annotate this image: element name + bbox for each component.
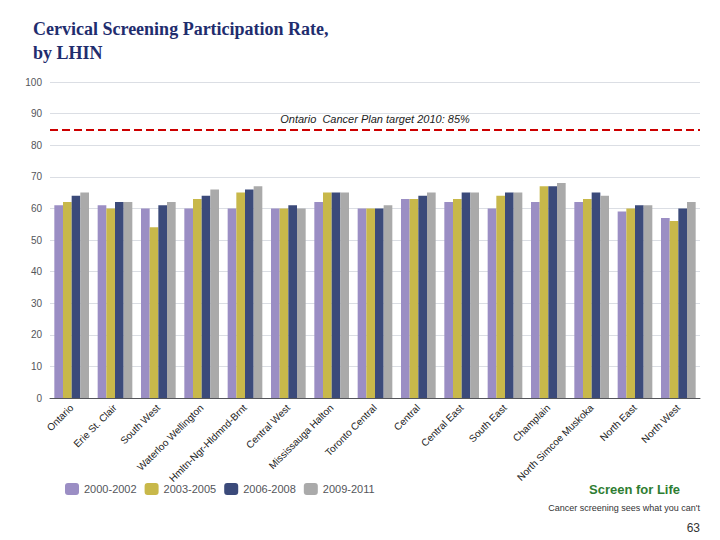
svg-text:50: 50 xyxy=(31,235,43,246)
svg-text:2006-2008: 2006-2008 xyxy=(243,483,296,495)
svg-text:by LHIN: by LHIN xyxy=(33,43,103,63)
svg-text:60: 60 xyxy=(31,203,43,214)
svg-text:North East: North East xyxy=(598,402,639,443)
svg-text:Waterloo Wellington: Waterloo Wellington xyxy=(135,402,206,473)
svg-text:Central West: Central West xyxy=(244,402,293,451)
svg-text:40: 40 xyxy=(31,266,43,277)
svg-text:70: 70 xyxy=(31,171,43,182)
svg-text:Cancer screening sees what you: Cancer screening sees what you can't xyxy=(548,503,700,513)
svg-text:10: 10 xyxy=(31,361,43,372)
svg-text:2009-2011: 2009-2011 xyxy=(323,483,375,495)
svg-text:Hmltn-Ngr-Hldmnd-Brnt: Hmltn-Ngr-Hldmnd-Brnt xyxy=(167,402,249,484)
svg-text:Ontario: Ontario xyxy=(45,402,76,433)
svg-text:63: 63 xyxy=(687,521,701,535)
svg-text:Mississauga Halton: Mississauga Halton xyxy=(267,402,336,471)
svg-text:Erie St. Clair: Erie St. Clair xyxy=(71,402,119,450)
svg-text:20: 20 xyxy=(31,329,43,340)
svg-text:Champlain: Champlain xyxy=(511,402,553,444)
svg-text:90: 90 xyxy=(31,108,43,119)
svg-text:Central East: Central East xyxy=(419,402,466,449)
svg-text:2003-2005: 2003-2005 xyxy=(164,483,217,495)
svg-text:Screen for Life: Screen for Life xyxy=(589,482,680,497)
svg-text:Ontario Cancer Plan target 20: Ontario Cancer Plan target 2010: 85% xyxy=(280,113,470,125)
svg-text:Toronto Central: Toronto Central xyxy=(323,402,379,458)
svg-text:South East: South East xyxy=(467,402,509,444)
svg-text:2000-2002: 2000-2002 xyxy=(84,483,137,495)
svg-text:South West: South West xyxy=(118,402,162,446)
svg-text:80: 80 xyxy=(31,140,43,151)
svg-text:North Simcoe Muskoka: North Simcoe Muskoka xyxy=(515,402,596,483)
svg-text:North West: North West xyxy=(639,402,682,445)
svg-text:30: 30 xyxy=(31,298,43,309)
svg-text:Cervical Screening Participati: Cervical Screening Participation Rate, xyxy=(33,19,329,39)
svg-text:Central: Central xyxy=(392,402,423,433)
svg-text:100: 100 xyxy=(25,77,42,88)
svg-text:0: 0 xyxy=(36,393,42,404)
